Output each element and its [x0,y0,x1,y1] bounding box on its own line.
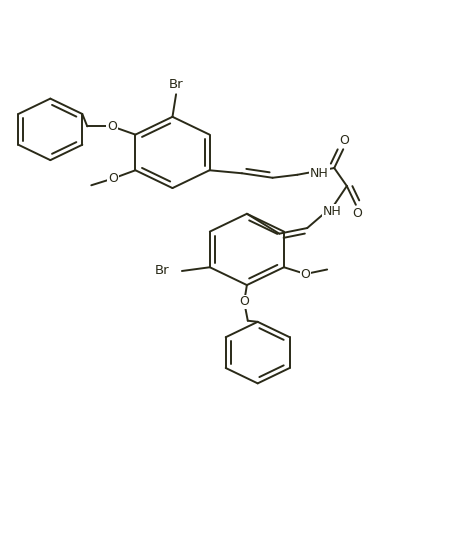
Text: O: O [108,172,118,185]
Text: Br: Br [154,264,169,277]
Text: Br: Br [169,78,183,92]
Text: O: O [301,268,310,281]
Text: NH: NH [310,167,329,180]
Text: O: O [352,207,361,220]
Text: NH: NH [323,205,342,218]
Text: O: O [339,135,349,148]
Text: O: O [239,295,249,308]
Text: O: O [107,120,117,133]
